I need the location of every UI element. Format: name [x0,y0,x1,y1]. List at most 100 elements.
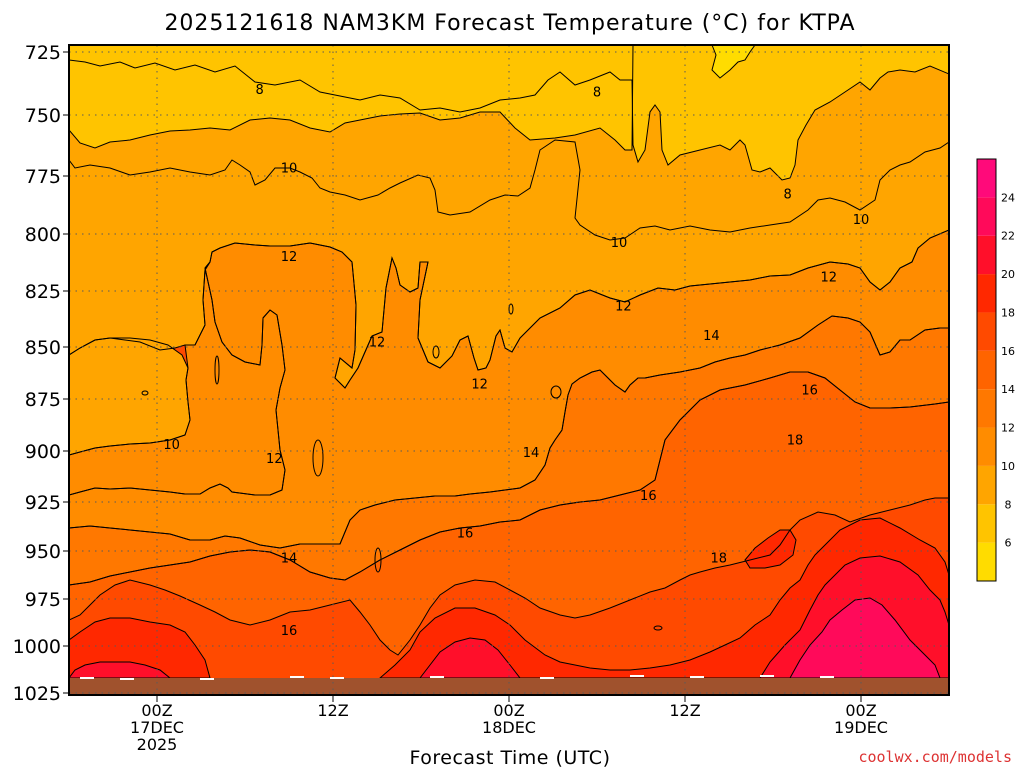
colorbar-segment [977,542,996,581]
y-tick-label: 900 [25,441,61,463]
colorbar-tick-label: 18 [1001,306,1015,319]
y-tick-label: 1025 [13,683,61,705]
temperature-band-6 [69,338,190,455]
isotherm-0 [69,45,949,181]
ground-speck [540,677,554,679]
isotherm-lines [69,45,949,679]
contour-label: 16 [801,384,818,399]
contour-label: 18 [710,552,727,567]
colorbar-tick-label: 20 [1001,268,1015,281]
y-axis: 725 750 775 800 825 850 875 900 925 950 975 1000 102… [13,42,69,705]
colorbar-tick-label: 14 [1001,383,1015,396]
ground-speck [690,676,704,678]
contour-label: 12 [281,250,298,265]
ground-speck [80,677,94,679]
y-tick-label: 975 [25,589,61,611]
y-tick-label: 1000 [13,636,61,658]
x-tick-label: 17DEC [130,718,184,737]
colorbar-segment [977,274,996,313]
colorbar-tick-label: 24 [1001,191,1015,204]
contour-label: 12 [266,452,283,467]
y-tick-label: 725 [25,42,61,64]
y-tick-label: 775 [25,166,61,188]
y-tick-label: 925 [25,492,61,514]
contour-label: 10 [281,162,298,177]
colorbar-segment [977,504,996,543]
contour-label: 10 [163,438,180,453]
x-tick-label: 12Z [669,701,700,720]
y-tick-label: 750 [25,105,61,127]
temperature-band-9 [69,45,633,150]
colorbar-segment [977,389,996,428]
colorbar-tick-label: 10 [1001,460,1015,473]
isotherm-11 [378,517,949,679]
colorbar-segment [977,235,996,275]
x-tick-label: 19DEC [834,718,888,737]
ground-speck [330,677,344,679]
isotherm-10 [69,617,211,679]
temperature-band-10 [712,45,755,78]
ground-speck [200,678,214,680]
contour-label: 16 [457,526,474,541]
contour-label: 8 [784,188,792,203]
chart-title: 2025121618 NAM3KM Forecast Temperature (… [164,11,855,36]
y-tick-label: 800 [25,224,61,246]
ground-speck [290,676,304,678]
colorbar-frame [976,158,997,582]
colorbar-tick-label: 8 [1005,498,1012,511]
contour-label: 12 [471,377,488,392]
isotherm-blob-6 [374,547,382,573]
contour-label: 12 [369,336,386,351]
x-tick-label: 12Z [317,701,348,720]
contour-label: 10 [611,236,628,251]
isotherm-14 [759,555,949,679]
contour-label: 14 [281,552,298,567]
x-axis-label: Forecast Time (UTC) [410,747,611,768]
isotherm-blob-2 [508,303,514,315]
temperature-band-17 [790,598,940,678]
temperature-band-13 [69,662,170,678]
colorbar-tick-label: 16 [1001,345,1015,358]
x-tick-label: 00Z [141,701,172,720]
credit-text: coolwx.com/models [858,748,1012,766]
temperature-band-3 [69,230,949,548]
contour-label: 12 [615,300,632,315]
isotherm-1 [69,45,634,151]
isotherm-13 [418,637,522,679]
isotherm-blob-1 [432,345,440,359]
ground-speck [760,675,774,677]
x-tick-label: 2025 [137,735,178,754]
isotherm-12 [69,661,172,679]
x-tick-label: 18DEC [482,718,536,737]
temperature-band-5 [69,262,285,495]
contour-labels: 8 8 8 10 10 10 12 12 12 12 12 12 10 14 14 14 16 16 16 16 18 1… [163,83,869,639]
y-tick-label: 850 [25,337,61,359]
x-tick-label: 00Z [845,701,876,720]
colorbar-segment [977,197,996,236]
isotherm-blob-0 [141,390,149,396]
y-tick-label: 875 [25,389,61,411]
y-tick-label: 825 [25,281,61,303]
contour-label: 14 [523,446,540,461]
isotherm-blob-7 [214,355,220,385]
colorbar-segment [977,350,996,390]
contour-label: 18 [787,434,804,449]
isotherm-3 [69,45,949,241]
isotherm-blob-4 [653,625,663,631]
colorbar-segment [977,312,996,351]
colorbar-tick-label: 22 [1001,230,1015,243]
ground-speck [630,675,644,677]
contour-label: 8 [593,85,601,100]
grid-lines [69,45,949,695]
ground-terrain [69,678,949,695]
contour-label: 16 [640,489,657,504]
contour-label: 12 [820,270,837,285]
isotherm-9 [69,371,949,656]
colorbar-segment [977,465,996,505]
ground-speck [820,676,834,678]
ground-speck [430,676,444,678]
isotherm-blob-5 [312,439,324,477]
ground-speck [120,678,134,680]
